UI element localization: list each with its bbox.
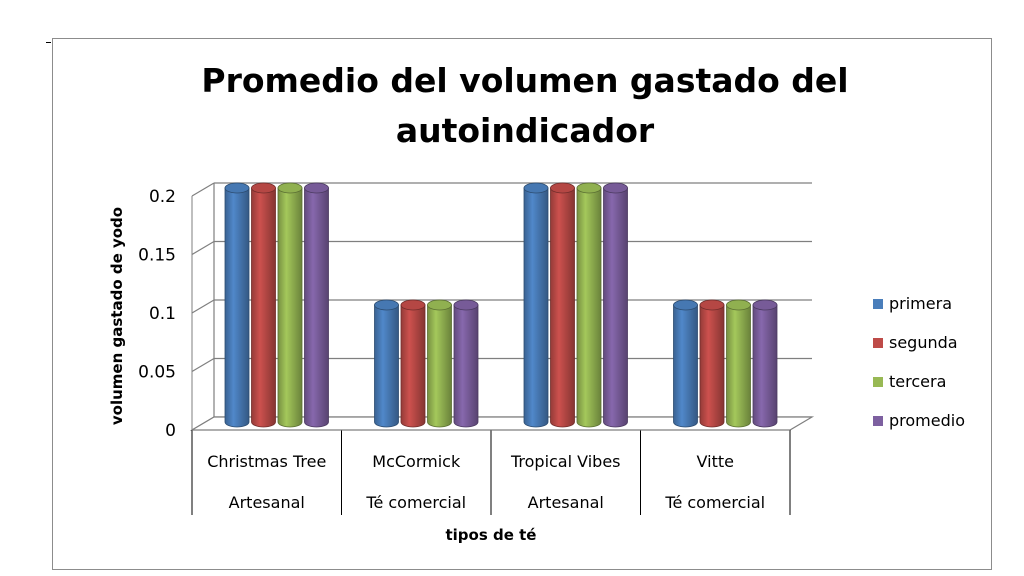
bar-promedio — [752, 299, 778, 428]
gridline-depth — [191, 357, 215, 373]
bar-segunda — [550, 182, 575, 428]
legend-label-primera: primera — [889, 294, 952, 313]
legend-swatch-primera — [873, 299, 883, 309]
gridline-depth — [191, 240, 215, 256]
legend-label-promedio: promedio — [889, 411, 965, 430]
plot-area: 0 0.05 0.1 0.15 0.2 Christmas Tree Artesanal Mc… — [138, 182, 815, 515]
corner-mark — [46, 42, 51, 43]
legend-swatch-promedio — [873, 416, 883, 426]
bar-top — [603, 182, 628, 194]
bar-tercera — [576, 182, 602, 428]
bar-body — [550, 187, 575, 428]
bar-segunda — [400, 299, 426, 428]
x-axis-title: tipos de té — [446, 526, 537, 544]
chart-title-line-2: autoindicador — [396, 111, 655, 150]
bar-top — [726, 299, 751, 311]
bar-body — [752, 304, 778, 428]
legend-swatch-tercera — [873, 377, 883, 387]
bar-body — [304, 187, 329, 428]
bar-body — [277, 187, 303, 428]
bar-tercera — [427, 299, 452, 428]
bar-body — [576, 187, 602, 428]
y-tick-label: 0.05 — [138, 363, 176, 383]
legend-label-tercera: tercera — [889, 372, 946, 391]
bar-body — [673, 304, 698, 428]
bar-body — [374, 304, 399, 428]
x-tick-label: McCormick — [372, 452, 461, 471]
gridline-depth — [191, 299, 215, 314]
bar-top — [523, 182, 549, 194]
x-tick-label: Tropical Vibes — [510, 452, 621, 471]
bar-body — [224, 187, 250, 428]
bar-top — [277, 182, 303, 194]
bar-top — [453, 299, 479, 311]
bar-top — [752, 299, 778, 311]
y-axis-title: volumen gastado de yodo — [108, 207, 126, 425]
x-group-label: Artesanal — [528, 493, 604, 512]
bar-top — [550, 182, 575, 194]
x-tick-label: Vitte — [697, 452, 734, 471]
bar-primera — [523, 182, 549, 428]
chart-area — [52, 38, 992, 570]
bar-body — [251, 187, 276, 428]
bar-body — [523, 187, 549, 428]
bar-promedio — [603, 182, 628, 428]
bar-body — [400, 304, 426, 428]
x-group-label: Té comercial — [365, 493, 466, 512]
bar-primera — [224, 182, 250, 428]
x-group-label: Artesanal — [229, 493, 305, 512]
bar-segunda — [699, 299, 725, 428]
bar-top — [673, 299, 698, 311]
bar-top — [224, 182, 250, 194]
x-group-label: Té comercial — [664, 493, 765, 512]
bar-top — [304, 182, 329, 194]
gridline-depth — [191, 182, 215, 197]
y-tick-label: 0 — [165, 421, 176, 441]
bar-top — [400, 299, 426, 311]
bar-promedio — [453, 299, 479, 428]
bar-body — [699, 304, 725, 428]
legend-swatch-segunda — [873, 338, 883, 348]
bar-top — [699, 299, 725, 311]
y-tick-label: 0.15 — [138, 246, 176, 266]
y-tick-label: 0.2 — [149, 187, 176, 207]
bar-top — [427, 299, 452, 311]
legend-label-segunda: segunda — [889, 333, 958, 352]
bar-top — [251, 182, 276, 194]
bar-primera — [673, 299, 698, 428]
bar-promedio — [304, 182, 329, 428]
legend: primera segunda tercera promedio — [873, 294, 965, 430]
chart-title-line-1: Promedio del volumen gastado del — [201, 61, 848, 100]
bar-body — [726, 304, 751, 428]
bar-primera — [374, 299, 399, 428]
bar-top — [374, 299, 399, 311]
bar-segunda — [251, 182, 276, 428]
x-tick-label: Christmas Tree — [207, 452, 326, 471]
bar-tercera — [726, 299, 751, 428]
bar-top — [576, 182, 602, 194]
bar-body — [427, 304, 452, 428]
bar-tercera — [277, 182, 303, 428]
bar-body — [453, 304, 479, 428]
bar-body — [603, 187, 628, 428]
y-tick-label: 0.1 — [149, 304, 176, 324]
